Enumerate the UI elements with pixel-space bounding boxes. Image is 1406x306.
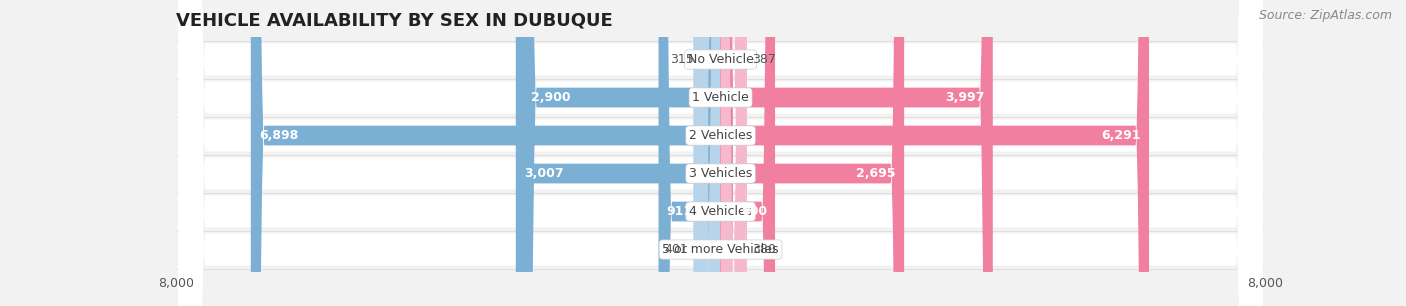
FancyBboxPatch shape bbox=[699, 0, 721, 306]
Text: 2,900: 2,900 bbox=[531, 91, 571, 104]
Text: 2,695: 2,695 bbox=[856, 167, 896, 180]
Text: 4 Vehicles: 4 Vehicles bbox=[689, 205, 752, 218]
Text: 1 Vehicle: 1 Vehicle bbox=[692, 91, 749, 104]
FancyBboxPatch shape bbox=[658, 0, 721, 306]
FancyBboxPatch shape bbox=[179, 0, 1263, 306]
FancyBboxPatch shape bbox=[179, 0, 1263, 306]
Text: 2 Vehicles: 2 Vehicles bbox=[689, 129, 752, 142]
Text: VEHICLE AVAILABILITY BY SEX IN DUBUQUE: VEHICLE AVAILABILITY BY SEX IN DUBUQUE bbox=[176, 12, 613, 30]
FancyBboxPatch shape bbox=[721, 0, 775, 306]
Text: 3 Vehicles: 3 Vehicles bbox=[689, 167, 752, 180]
Text: 401: 401 bbox=[664, 243, 688, 256]
Text: 3,997: 3,997 bbox=[945, 91, 984, 104]
FancyBboxPatch shape bbox=[179, 0, 1263, 306]
FancyBboxPatch shape bbox=[721, 0, 747, 306]
Text: 5 or more Vehicles: 5 or more Vehicles bbox=[662, 243, 779, 256]
FancyBboxPatch shape bbox=[721, 0, 904, 306]
Text: 380: 380 bbox=[752, 243, 776, 256]
FancyBboxPatch shape bbox=[516, 0, 721, 306]
Text: 911: 911 bbox=[666, 205, 693, 218]
FancyBboxPatch shape bbox=[179, 0, 1263, 306]
FancyBboxPatch shape bbox=[250, 0, 721, 306]
FancyBboxPatch shape bbox=[179, 0, 1263, 306]
FancyBboxPatch shape bbox=[693, 0, 721, 306]
FancyBboxPatch shape bbox=[721, 0, 747, 306]
FancyBboxPatch shape bbox=[721, 0, 993, 306]
Text: 800: 800 bbox=[741, 205, 766, 218]
FancyBboxPatch shape bbox=[523, 0, 721, 306]
Text: 6,291: 6,291 bbox=[1101, 129, 1140, 142]
Text: 3,007: 3,007 bbox=[524, 167, 564, 180]
Text: 315: 315 bbox=[669, 53, 693, 66]
FancyBboxPatch shape bbox=[179, 0, 1263, 306]
Text: 6,898: 6,898 bbox=[259, 129, 298, 142]
Text: No Vehicle: No Vehicle bbox=[688, 53, 754, 66]
Text: Source: ZipAtlas.com: Source: ZipAtlas.com bbox=[1258, 9, 1392, 22]
FancyBboxPatch shape bbox=[721, 0, 1149, 306]
Text: 387: 387 bbox=[752, 53, 776, 66]
